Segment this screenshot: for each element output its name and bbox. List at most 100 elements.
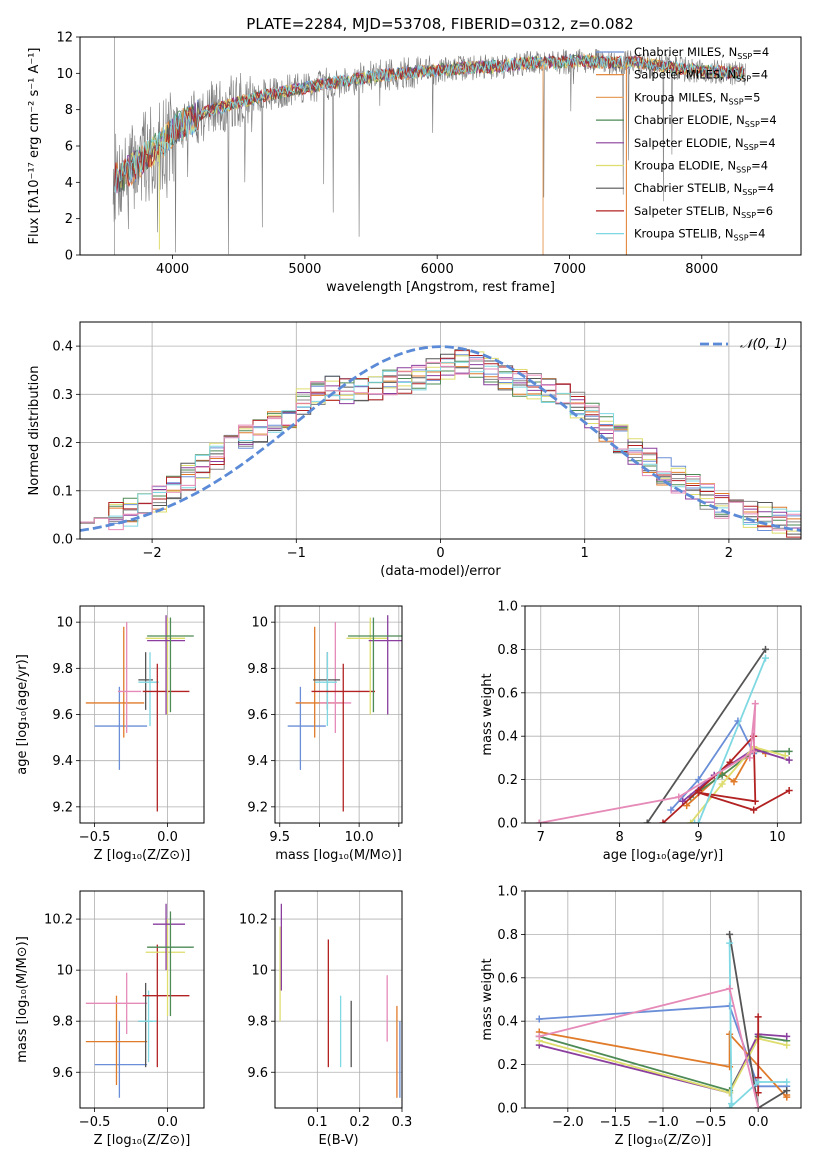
- y-tick-label: 4: [65, 176, 73, 191]
- normal-reference-curve: [80, 345, 801, 532]
- model-spectrum-9: [113, 54, 745, 193]
- y-tick-label: 6: [65, 140, 73, 155]
- error-bar-point: [147, 615, 186, 715]
- y-tick-label: 9.8: [247, 662, 268, 677]
- x-tick-label: 0.1: [307, 1115, 328, 1130]
- weight-marker: [726, 758, 734, 766]
- plot-area: [112, 37, 746, 255]
- x-tick-label: −0.5: [79, 1115, 111, 1130]
- x-axis-label: Z [log₁₀(Z/Z⊙)]: [615, 1133, 712, 1148]
- x-axis-label: mass [log₁₀(M/M⊙)]: [275, 848, 402, 863]
- model-spectrum-6: [113, 54, 745, 188]
- weight-marker: [746, 754, 754, 762]
- weight-marker: [694, 776, 702, 784]
- plot-area: [80, 345, 801, 539]
- error-bar-point: [313, 652, 341, 710]
- legend-entry: Salpeter ELODIE, NSSP=4: [634, 136, 776, 152]
- x-tick-label: 0.3: [392, 1115, 413, 1130]
- y-tick-label: 9.8: [247, 1015, 268, 1030]
- legend-entry: 𝒩(0, 1): [740, 337, 787, 352]
- y-tick-label: 10: [251, 616, 268, 631]
- error-bar-point: [346, 617, 388, 715]
- x-axis-label: (data-model)/error: [380, 564, 501, 579]
- x-axis-label: Z [log₁₀(Z/Z⊙)]: [94, 1133, 191, 1148]
- y-tick-label: 1.0: [497, 600, 518, 615]
- plot-area: [287, 615, 402, 812]
- weight-vs-metallicity-panel: −2.0 −1.5 −1.0 −0.5 0.0 0.0 0.2 0.4 0.6 0.8 1.0 Z […: [480, 885, 802, 1148]
- x-tick-label: −0.5: [695, 1115, 727, 1130]
- weight-series-6: [728, 934, 788, 1108]
- y-tick-label: 0.4: [52, 340, 73, 355]
- error-bar-point: [368, 615, 402, 715]
- weight-marker: [535, 1032, 543, 1040]
- weight-marker: [694, 789, 702, 797]
- weight-marker: [683, 802, 691, 810]
- legend-entry: Chabrier ELODIE, NSSP=4: [634, 113, 777, 129]
- weight-marker: [535, 1015, 543, 1023]
- y-tick-label: 0: [65, 249, 73, 264]
- x-tick-label: 7: [537, 830, 545, 845]
- weight-marker: [762, 654, 770, 662]
- legend-entry: Kroupa MILES, NSSP=5: [634, 90, 760, 106]
- age-vs-mass-panel: 9.5 10.0 9.2 9.4 9.6 9.8 10 mass [log₁₀(M/M⊙)]: [247, 605, 403, 863]
- x-tick-label: −1.5: [600, 1115, 632, 1130]
- x-axis-label: wavelength [Angstrom, rest frame]: [326, 280, 555, 295]
- x-tick-label: 8: [615, 830, 623, 845]
- x-tick-label: −1: [287, 546, 306, 561]
- error-bar-point: [138, 990, 158, 1063]
- weight-series-8: [728, 943, 787, 1108]
- weight-series-8: [694, 657, 767, 823]
- x-tick-label: −2.0: [552, 1115, 584, 1130]
- y-tick-label: 9.6: [52, 1066, 73, 1081]
- weight-marker: [750, 747, 758, 755]
- weight-marker: [726, 939, 734, 947]
- legend-entry: Chabrier STELIB, NSSP=4: [634, 181, 774, 197]
- x-axis-label: Z [log₁₀(Z/Z⊙)]: [94, 848, 191, 863]
- y-tick-label: 9.6: [52, 708, 73, 723]
- weight-series-1: [670, 719, 755, 811]
- y-axis-label: mass weight: [480, 673, 495, 755]
- y-tick-label: 8: [65, 103, 73, 118]
- error-bar-point: [314, 652, 337, 727]
- weight-marker: [783, 1087, 791, 1095]
- plot-area: [535, 645, 793, 823]
- weight-marker: [730, 778, 738, 786]
- y-tick-label: 10: [251, 964, 268, 979]
- y-tick-label: 10.2: [44, 913, 73, 928]
- y-tick-label: 0.4: [497, 1015, 518, 1030]
- y-tick-label: 10: [56, 964, 73, 979]
- x-tick-label: 0: [436, 546, 444, 561]
- legend-entry: Chabrier MILES, NSSP=4: [634, 45, 769, 61]
- x-tick-label: 0.0: [157, 1115, 178, 1130]
- legend-entry: Salpeter MILES, NSSP=4: [634, 68, 768, 84]
- error-bar-point: [94, 686, 148, 770]
- y-tick-label: 10: [56, 67, 73, 82]
- error-bar-point: [319, 622, 352, 733]
- y-axis-label: mass weight: [480, 958, 495, 1040]
- weight-marker: [687, 819, 695, 823]
- y-axis-label: Normed distribution: [27, 366, 42, 496]
- weight-marker: [751, 700, 759, 708]
- age-vs-metallicity-panel: −0.5 0.0 9.2 9.4 9.6 9.8 10 Z [log₁₀(Z/Z⊙)] age …: [15, 605, 205, 863]
- axes-frame: [274, 890, 403, 1109]
- legend-entry: Salpeter STELIB, NSSP=6: [634, 204, 773, 220]
- error-bar-point: [85, 995, 148, 1086]
- y-axis-label: mass [log₁₀(M/M⊙)]: [15, 936, 30, 1063]
- x-tick-label: 4000: [156, 262, 189, 277]
- y-tick-label: 9.2: [247, 800, 268, 815]
- error-bar-point: [142, 944, 190, 1068]
- weight-marker: [659, 819, 667, 823]
- weight-marker: [754, 1089, 762, 1097]
- y-tick-label: 9.2: [52, 800, 73, 815]
- weight-series-6: [646, 648, 767, 823]
- weight-marker: [728, 1100, 736, 1108]
- weight-marker: [718, 780, 726, 788]
- error-bar-point: [145, 919, 186, 1017]
- y-tick-label: 9.8: [52, 662, 73, 677]
- error-bar-point: [311, 663, 376, 812]
- weight-vs-age-panel: 7 8 9 10 0.0 0.2 0.4 0.6 0.8 1.0 age [log₁₀(age/yr…: [480, 600, 802, 863]
- spectrum-legend: Chabrier MILES, NSSP=4 Salpeter MILES, NS…: [596, 45, 777, 243]
- weight-marker: [718, 771, 726, 779]
- weight-marker: [754, 1078, 762, 1086]
- error-bar-point: [147, 911, 194, 1017]
